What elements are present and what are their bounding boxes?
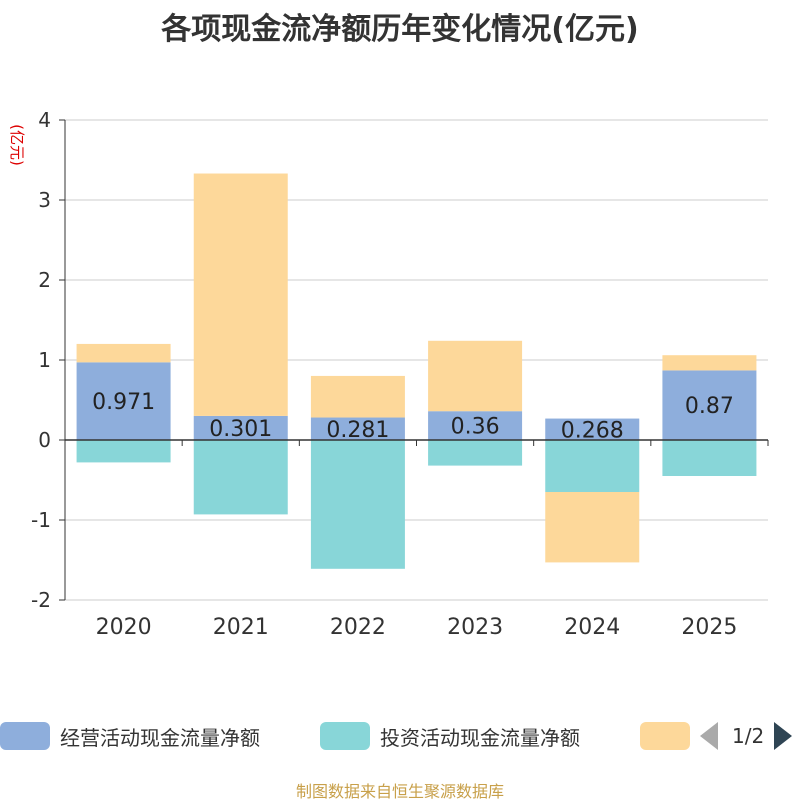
- y-axis-label: (亿元): [8, 124, 26, 166]
- data-label-2022: 0.281: [326, 418, 389, 443]
- data-label-2025: 0.87: [685, 394, 734, 419]
- bar-financing-2024: [545, 492, 640, 563]
- x-tick-label-2025: 2025: [681, 615, 737, 640]
- bar-investing-2025: [662, 440, 757, 476]
- x-tick-label-2024: 2024: [564, 615, 620, 640]
- chart-title: 各项现金流净额历年变化情况(亿元): [161, 12, 639, 47]
- bar-investing-2020: [76, 440, 171, 463]
- y-tick-label: 2: [38, 268, 51, 292]
- legend-label-operating: 经营活动现金流量净额: [60, 725, 260, 750]
- bar-operating-2023: [428, 411, 523, 440]
- legend-swatch-investing: [320, 722, 370, 750]
- y-tick-label: 4: [38, 108, 51, 132]
- data-label-2021: 0.301: [209, 417, 272, 442]
- bar-investing-2021: [193, 440, 288, 515]
- bar-financing-2021: [193, 173, 288, 416]
- legend-item-financing[interactable]: [640, 720, 700, 752]
- legend-label-investing: 投资活动现金流量净额: [380, 725, 580, 750]
- bar-investing-2022: [310, 440, 405, 569]
- bar-financing-2025: [662, 355, 757, 371]
- legend-item-operating[interactable]: 经营活动现金流量净额: [0, 720, 260, 752]
- legend-item-investing[interactable]: 投资活动现金流量净额: [320, 720, 580, 752]
- y-tick-label: -1: [31, 508, 51, 532]
- bar-operating-2021: [193, 415, 288, 440]
- data-label-2020: 0.971: [92, 390, 155, 415]
- y-tick-label: 3: [38, 188, 51, 212]
- legend: 经营活动现金流量净额 投资活动现金流量净额 1/2: [0, 716, 800, 756]
- x-tick-label-2021: 2021: [213, 615, 269, 640]
- x-tick-label-2023: 2023: [447, 615, 503, 640]
- data-source-footer: 制图数据来自恒生聚源数据库: [295, 782, 504, 801]
- x-tick-label-2020: 2020: [96, 615, 152, 640]
- bar-operating-2022: [310, 417, 405, 440]
- y-tick-label: -2: [31, 588, 51, 612]
- bar-investing-2024: [545, 440, 640, 492]
- bar-financing-2022: [310, 375, 405, 418]
- prev-page-arrow-icon[interactable]: [700, 722, 718, 750]
- bar-chart: -2 -1 0 1 2 3 4 (亿元) 0.971 2020 0.301 2021 0.281 2022…: [8, 108, 769, 640]
- y-tick-label: 1: [38, 348, 51, 372]
- next-page-arrow-icon[interactable]: [774, 722, 793, 750]
- legend-swatch-operating: [0, 722, 50, 750]
- bar-financing-2023: [428, 340, 523, 412]
- bar-investing-2023: [428, 440, 523, 466]
- bar-operating-2020: [76, 362, 171, 440]
- bar-operating-2024: [545, 418, 640, 440]
- data-label-2023: 0.36: [451, 415, 500, 440]
- legend-page-indicator: 1/2: [732, 724, 765, 748]
- legend-swatch-financing: [640, 722, 690, 750]
- bar-operating-2025: [662, 370, 757, 440]
- bar-financing-2020: [76, 343, 171, 363]
- x-tick-label-2022: 2022: [330, 615, 386, 640]
- y-tick-label: 0: [38, 428, 51, 452]
- legend-pager: 1/2: [700, 720, 793, 752]
- data-label-2024: 0.268: [561, 418, 624, 443]
